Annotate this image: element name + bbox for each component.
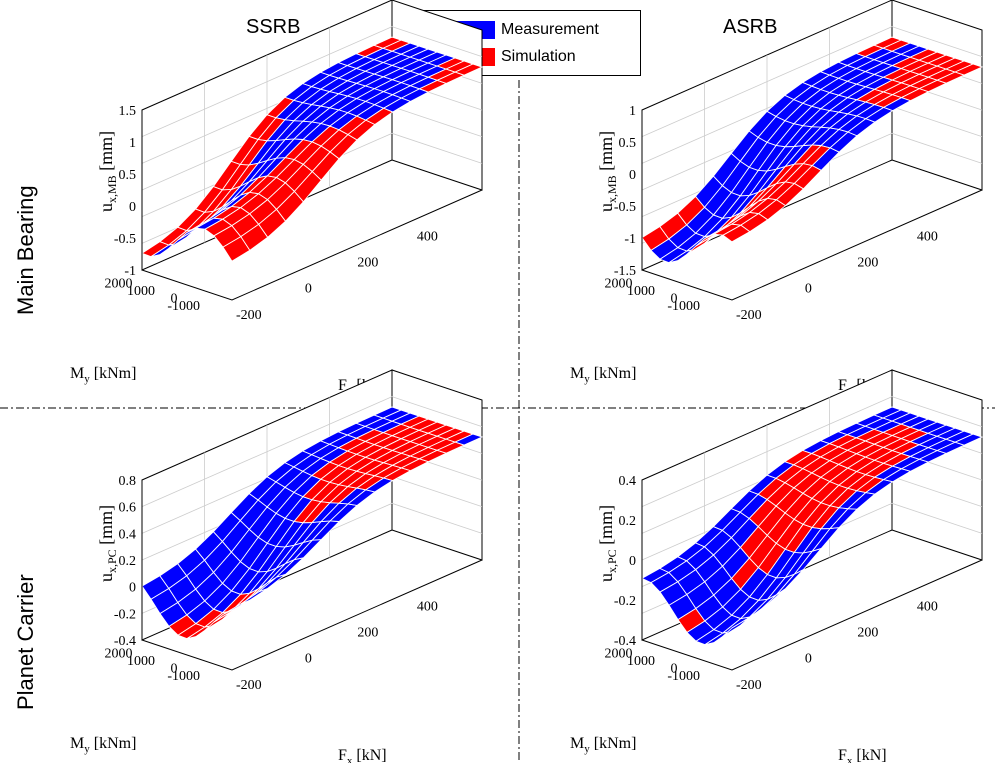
x-axis-label: Fx [kN] [838,747,887,763]
axis-frame [641,189,983,301]
x-tick-label: 200 [857,625,878,640]
surface-patch [453,63,484,76]
y-tick-label: 2000 [605,277,633,292]
y-tick-label: 2000 [105,647,133,662]
x-tick-label: 200 [857,255,878,270]
z-tick-label: -1.5 [614,264,636,279]
z-tick-label: -0.2 [114,607,136,622]
x-tick-label: -200 [236,308,262,323]
y-tick-label: 1000 [127,284,155,299]
x-tick-label: 400 [417,599,438,614]
y-tick-label: 2000 [605,647,633,662]
x-tick-label: 0 [305,652,312,667]
y-tick-label: 0 [671,292,678,307]
legend-label-measurement: Measurement [501,21,599,38]
axis-frame [141,559,483,671]
x-tick-label: 400 [417,229,438,244]
y-axis-label: My [kNm] [570,365,636,385]
z-tick-label: 0.4 [119,527,137,542]
y-tick-label: 0 [671,662,678,677]
y-tick-label: 1000 [627,654,655,669]
z-tick-label: -0.2 [614,594,636,609]
z-axis-label: ux,PC [mm] [96,505,119,582]
y-axis-label: My [kNm] [70,735,136,755]
column-title-right: ASRB [723,16,778,38]
axis-frame [641,559,983,671]
surface-patch [953,433,984,446]
y-axis-label: My [kNm] [70,365,136,385]
z-tick-label: -0.5 [114,232,136,247]
y-tick-label: -1000 [167,669,200,684]
y-tick-label: -1000 [167,299,200,314]
z-tick-label: -0.4 [614,634,636,649]
column-title-left: SSRB [246,16,301,38]
z-tick-label: 0.4 [619,474,637,489]
x-tick-label: 200 [357,625,378,640]
z-axis-label: ux,MB [mm] [96,131,119,212]
y-tick-label: -1000 [667,669,700,684]
z-tick-label: 1 [629,104,636,119]
x-tick-label: -200 [236,678,262,693]
z-tick-label: 1.5 [119,104,137,119]
grid-line [641,26,983,138]
z-tick-label: -0.4 [114,634,136,649]
x-tick-label: -200 [736,308,762,323]
z-tick-label: 0 [129,200,136,215]
y-axis-label: My [kNm] [570,735,636,755]
y-tick-label: 1000 [127,654,155,669]
y-tick-label: 0 [171,662,178,677]
grid-line [641,396,983,508]
z-axis-label: ux,MB [mm] [596,131,619,212]
y-tick-label: -1000 [667,299,700,314]
y-tick-label: 0 [171,292,178,307]
z-tick-label: -0.5 [614,200,636,215]
legend-label-simulation: Simulation [501,48,576,65]
z-tick-label: 0.5 [619,136,637,151]
grid-line [141,396,483,508]
y-tick-label: 2000 [105,277,133,292]
x-tick-label: 0 [805,282,812,297]
z-tick-label: 1 [129,136,136,151]
grid-line [141,26,483,138]
z-tick-label: 0.5 [119,168,137,183]
x-tick-label: 0 [305,282,312,297]
z-tick-label: 0 [629,554,636,569]
x-tick-label: 400 [917,599,938,614]
z-tick-label: 0.8 [119,474,137,489]
z-tick-label: 0.2 [619,514,637,529]
z-tick-label: 0 [129,581,136,596]
z-tick-label: 0.2 [119,554,137,569]
z-axis-label: ux,PC [mm] [596,505,619,582]
x-tick-label: -200 [736,678,762,693]
axis-frame [141,189,483,301]
x-tick-label: 200 [357,255,378,270]
chart-panel-2: 0.8 0.6 0.4 0.2 0 -0.2 -0.4 -200 0 200 400 20001000… [70,369,484,763]
z-tick-label: -1 [624,232,636,247]
y-tick-label: 1000 [627,284,655,299]
z-tick-label: 0 [629,168,636,183]
surface-patch [453,433,484,446]
z-tick-label: 0.6 [119,501,137,516]
x-axis-label: Fx [kN] [338,747,387,763]
x-tick-label: 400 [917,229,938,244]
x-tick-label: 0 [805,652,812,667]
surface-patch [953,63,984,76]
z-tick-label: -1 [124,264,136,279]
